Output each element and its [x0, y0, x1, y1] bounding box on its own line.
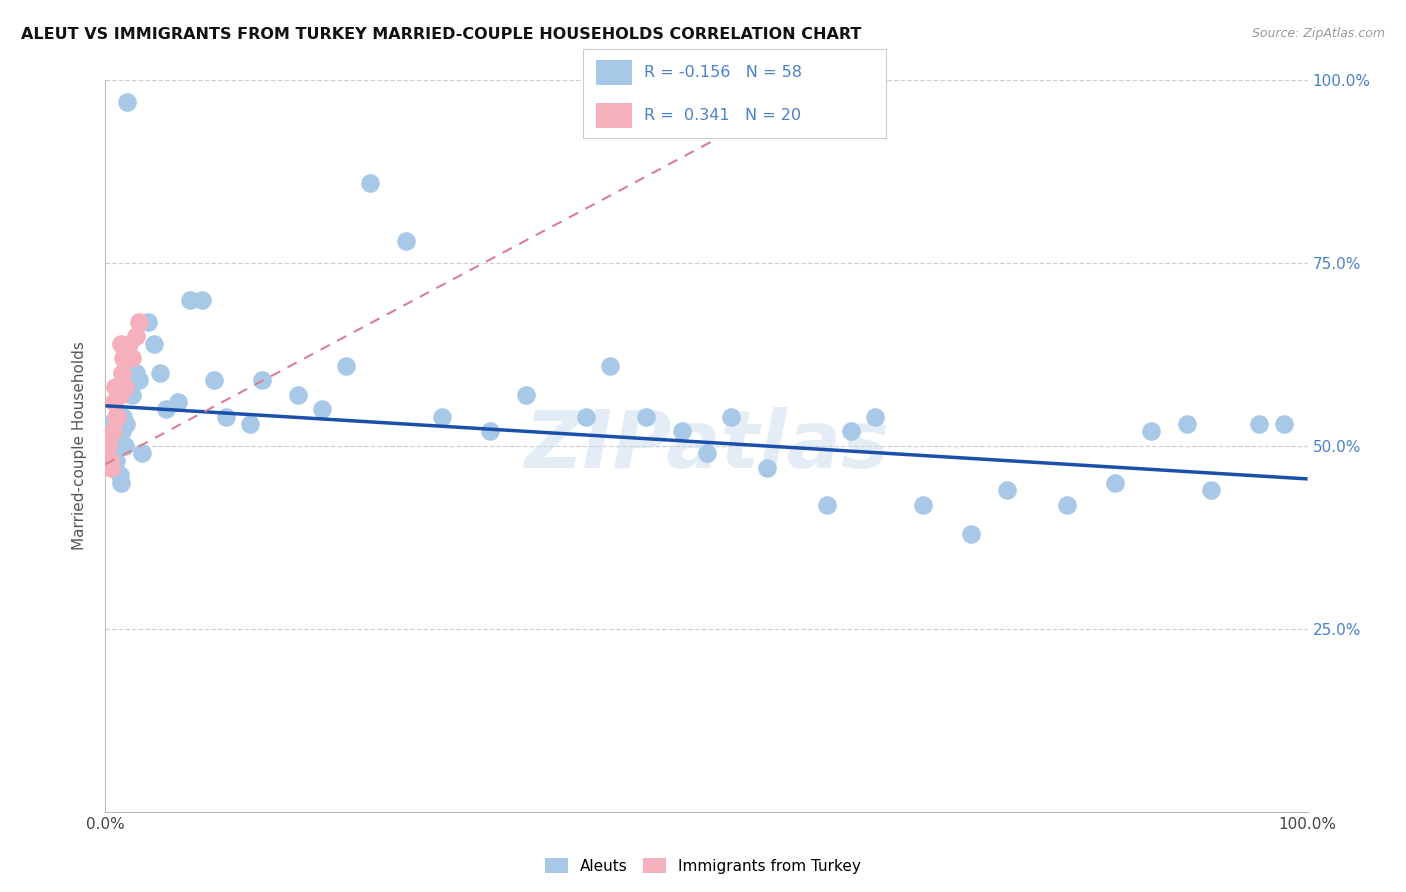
Point: [359, 176, 381, 190]
Legend: Aleuts, Immigrants from Turkey: Aleuts, Immigrants from Turkey: [538, 852, 868, 880]
Point: [124, 366, 146, 380]
Point: [202, 373, 225, 387]
Point: [103, 395, 125, 409]
Point: [911, 498, 934, 512]
Point: [98, 453, 121, 467]
Point: [311, 402, 333, 417]
Point: [108, 388, 131, 402]
Point: [1272, 417, 1295, 431]
Point: [250, 373, 273, 387]
Point: [142, 336, 165, 351]
Point: [720, 409, 742, 424]
Point: [104, 380, 127, 394]
Point: [136, 315, 159, 329]
Text: R = -0.156   N = 58: R = -0.156 N = 58: [644, 65, 801, 79]
Point: [131, 446, 153, 460]
Point: [287, 388, 309, 402]
Point: [128, 315, 150, 329]
Point: [105, 453, 128, 467]
Text: Source: ZipAtlas.com: Source: ZipAtlas.com: [1251, 27, 1385, 40]
Point: [863, 409, 886, 424]
Point: [1140, 425, 1163, 439]
Point: [105, 409, 128, 424]
Point: [112, 351, 135, 366]
Point: [108, 468, 131, 483]
Point: [100, 461, 122, 475]
Point: [839, 425, 862, 439]
Point: [479, 425, 502, 439]
Point: [395, 234, 418, 248]
Point: [112, 409, 135, 424]
Bar: [596, 103, 631, 128]
Point: [214, 409, 236, 424]
Point: [107, 409, 129, 424]
Point: [121, 351, 143, 366]
Text: R =  0.341   N = 20: R = 0.341 N = 20: [644, 108, 801, 122]
Point: [114, 380, 136, 394]
Point: [696, 446, 718, 460]
Point: [1056, 498, 1078, 512]
Point: [755, 461, 778, 475]
Point: [104, 446, 127, 460]
Text: ZIPatlas: ZIPatlas: [524, 407, 889, 485]
Point: [430, 409, 453, 424]
Point: [995, 483, 1018, 497]
Point: [166, 395, 188, 409]
Point: [118, 351, 141, 366]
Point: [101, 425, 124, 439]
Point: [960, 526, 983, 541]
Point: [190, 293, 212, 307]
Point: [115, 351, 138, 366]
Point: [110, 475, 132, 490]
Point: [98, 432, 121, 446]
Point: [155, 402, 177, 417]
Point: [111, 425, 134, 439]
Point: [111, 366, 134, 380]
Point: [1201, 483, 1223, 497]
Point: [815, 498, 838, 512]
Point: [115, 417, 138, 431]
Point: [107, 380, 129, 394]
Point: [1175, 417, 1198, 431]
Point: [107, 432, 129, 446]
Point: [114, 439, 136, 453]
Point: [179, 293, 201, 307]
Point: [1104, 475, 1126, 490]
Point: [636, 409, 658, 424]
Y-axis label: Married-couple Households: Married-couple Households: [72, 342, 87, 550]
Point: [599, 359, 621, 373]
Point: [115, 95, 138, 110]
Text: ALEUT VS IMMIGRANTS FROM TURKEY MARRIED-COUPLE HOUSEHOLDS CORRELATION CHART: ALEUT VS IMMIGRANTS FROM TURKEY MARRIED-…: [21, 27, 862, 42]
Point: [671, 425, 693, 439]
Point: [124, 329, 146, 343]
Bar: [596, 60, 631, 85]
Point: [515, 388, 537, 402]
Point: [98, 417, 121, 431]
Point: [575, 409, 598, 424]
Point: [148, 366, 170, 380]
Point: [239, 417, 262, 431]
Point: [110, 336, 132, 351]
Point: [97, 439, 120, 453]
Point: [128, 373, 150, 387]
Point: [100, 417, 122, 431]
Point: [107, 439, 129, 453]
Point: [101, 425, 124, 439]
Point: [118, 336, 141, 351]
Point: [121, 388, 143, 402]
Point: [1249, 417, 1271, 431]
Point: [335, 359, 357, 373]
